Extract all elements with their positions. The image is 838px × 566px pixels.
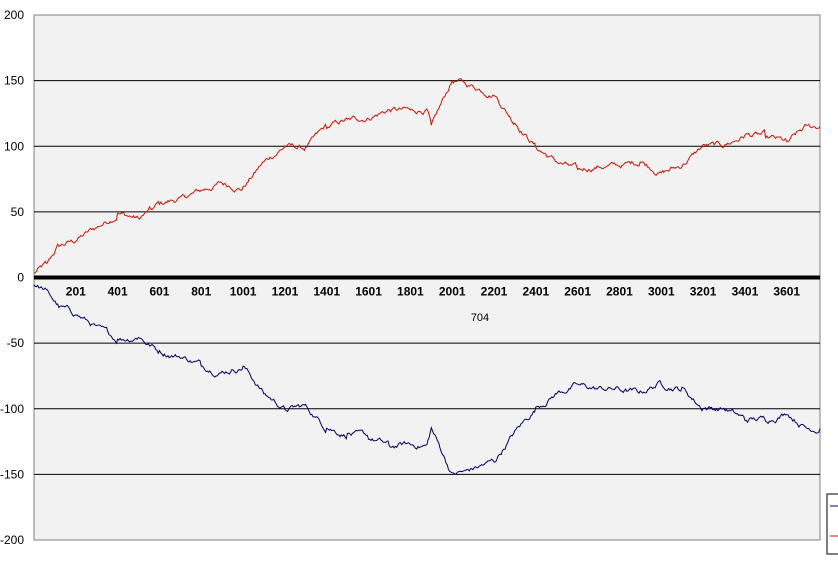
y-tick-label: -100 xyxy=(0,402,24,416)
x-tick-label: 201 xyxy=(66,285,86,299)
y-tick-label: -200 xyxy=(0,533,24,547)
y-tick-label: -50 xyxy=(7,336,25,350)
x-tick-label: 2601 xyxy=(564,285,591,299)
y-tick-label: 200 xyxy=(4,8,24,22)
x-tick-label: 2801 xyxy=(606,285,633,299)
x-tick-label: 1201 xyxy=(272,285,299,299)
y-tick-label: 50 xyxy=(11,205,25,219)
gridlines xyxy=(34,80,820,475)
x-tick-label: 1401 xyxy=(313,285,340,299)
x-tick-label: 601 xyxy=(149,285,169,299)
x-tick-label: 801 xyxy=(191,285,211,299)
x-tick-label: 3201 xyxy=(690,285,717,299)
x-tick-label: 1001 xyxy=(230,285,257,299)
x-axis-ticks: 201 401 601 801 1001 1201 1401 1601 1801 2001 2201… xyxy=(66,285,801,299)
x-tick-label: 1801 xyxy=(397,285,424,299)
x-tick-label: 1601 xyxy=(355,285,382,299)
y-tick-label: 150 xyxy=(4,74,24,88)
x-tick-label: 3601 xyxy=(773,285,800,299)
x-tick-label: 3001 xyxy=(648,285,675,299)
x-axis-label: 704 xyxy=(471,312,489,324)
y-axis-ticks: 200 150 100 50 0 -50 -100 -150 -200 xyxy=(0,8,24,547)
x-tick-label: 2201 xyxy=(481,285,508,299)
series-line-upper xyxy=(34,78,821,274)
x-tick-label: 2001 xyxy=(439,285,466,299)
y-tick-label: 100 xyxy=(4,139,24,153)
series-lines xyxy=(33,78,821,476)
y-tick-label: 0 xyxy=(17,271,24,285)
x-tick-label: 401 xyxy=(108,285,128,299)
x-tick-label: 2401 xyxy=(522,285,549,299)
legend-box xyxy=(826,493,838,555)
y-tick-label: -150 xyxy=(0,467,24,481)
series-line-lower xyxy=(33,284,821,476)
x-tick-label: 3401 xyxy=(732,285,759,299)
